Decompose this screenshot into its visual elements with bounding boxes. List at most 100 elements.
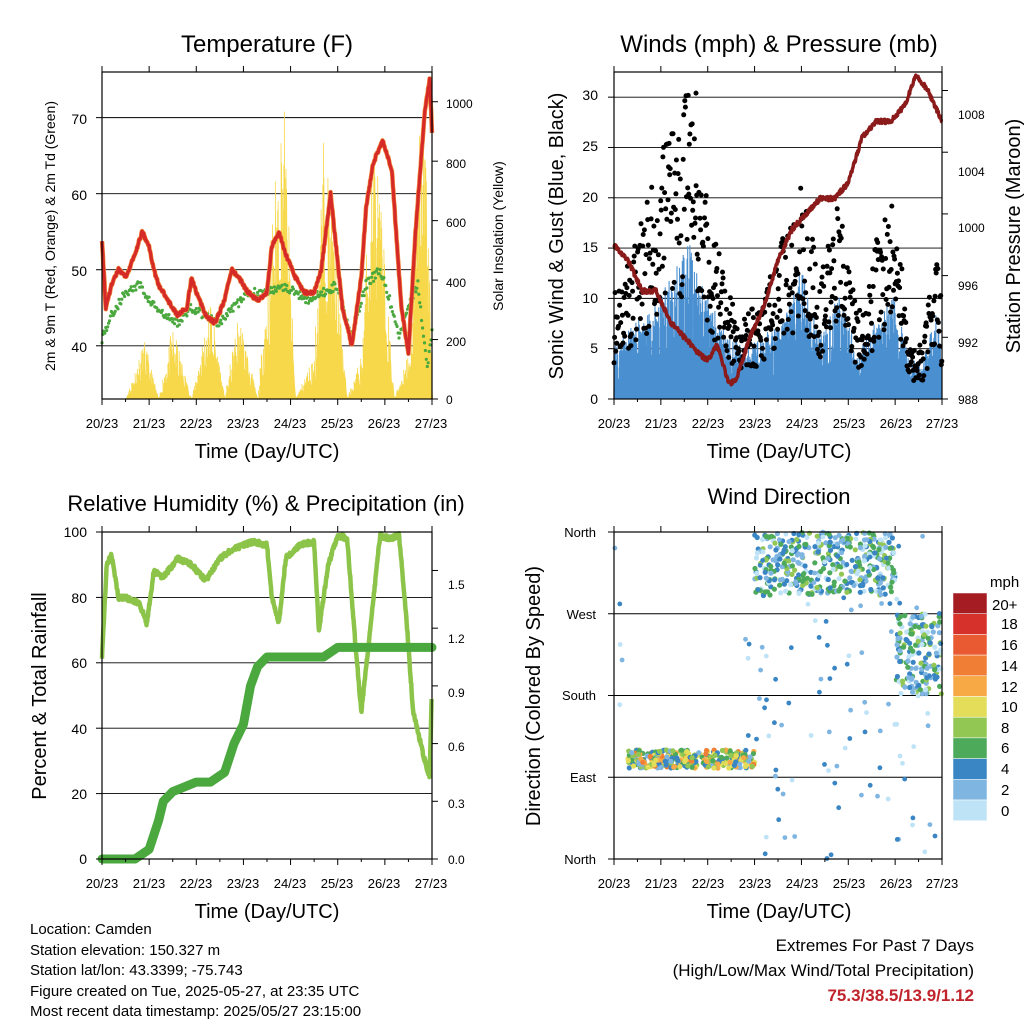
- direction-point: [936, 630, 943, 636]
- gust-point: [703, 193, 709, 199]
- direction-point: [919, 637, 925, 644]
- gust-point: [776, 296, 782, 302]
- dewpoint-point: [272, 285, 277, 289]
- winds-right-tick: 1008: [958, 108, 985, 122]
- direction-point: [629, 750, 635, 756]
- gust-point: [759, 345, 765, 351]
- direction-point: [897, 621, 903, 627]
- gust-point: [842, 306, 847, 312]
- direction-point: [689, 764, 695, 770]
- gust-point: [933, 270, 939, 276]
- direction-point: [879, 601, 884, 606]
- direction-point: [754, 736, 759, 742]
- gust-point: [833, 318, 839, 324]
- dewpoint-point: [320, 290, 324, 294]
- direction-point: [778, 590, 784, 596]
- direction-point: [763, 533, 769, 540]
- gust-point: [920, 356, 926, 362]
- direction-point: [911, 744, 917, 749]
- gust-point: [774, 314, 780, 320]
- direction-point: [827, 539, 833, 545]
- gust-point: [742, 336, 748, 342]
- direction-point: [684, 749, 690, 755]
- gust-point: [699, 288, 705, 294]
- winds-left-tick: 0: [590, 391, 598, 407]
- temperature-right-tick: 1000: [446, 97, 473, 111]
- dewpoint-point: [393, 320, 397, 324]
- gust-point: [851, 325, 857, 331]
- gust-point: [775, 326, 781, 332]
- gust-point: [657, 231, 663, 237]
- dewpoint-point: [274, 289, 278, 293]
- humidity-x-tick: 26/23: [368, 876, 401, 891]
- gust-point: [777, 308, 783, 314]
- gust-point: [881, 327, 887, 333]
- legend-label: 0: [1001, 803, 1009, 820]
- gust-point: [621, 295, 627, 300]
- gust-point: [797, 249, 803, 255]
- humidity-right-tick: 1.2: [448, 632, 465, 646]
- direction-point: [889, 579, 895, 585]
- humidity-title: Relative Humidity (%) & Precipitation (i…: [67, 491, 464, 516]
- direction-point: [767, 544, 773, 550]
- gust-point: [848, 348, 854, 354]
- gust-point: [622, 333, 628, 339]
- dewpoint-point: [424, 357, 428, 361]
- gust-point: [813, 324, 819, 330]
- direction-point: [763, 575, 769, 581]
- direction-point: [635, 751, 642, 758]
- direction-point: [897, 753, 903, 759]
- dewpoint-point: [387, 297, 391, 301]
- gust-point: [654, 218, 660, 224]
- gust-point: [818, 342, 824, 348]
- gust-point: [903, 336, 909, 342]
- gust-point: [866, 311, 872, 317]
- humidity-x-tick: 24/23: [274, 876, 307, 891]
- gust-point: [722, 288, 728, 294]
- direction-point: [668, 758, 674, 764]
- direction-point: [796, 532, 802, 538]
- direction-point: [915, 638, 921, 644]
- gust-point: [727, 295, 733, 301]
- direction-point: [826, 531, 832, 537]
- direction-point: [757, 562, 763, 568]
- direction-point: [841, 595, 847, 601]
- gust-point: [676, 136, 682, 142]
- direction-point: [743, 636, 748, 642]
- gust-point: [619, 312, 625, 318]
- direction-point: [885, 796, 891, 802]
- gust-point: [673, 191, 679, 197]
- direction-point: [796, 572, 801, 578]
- direction-point: [925, 635, 931, 641]
- dewpoint-point: [108, 314, 113, 318]
- direction-point: [842, 578, 848, 584]
- gust-point: [772, 336, 778, 342]
- direction-point: [923, 623, 929, 629]
- temperature-panel: Temperature (F) Time (Day/UTC) 2m & 9m T…: [42, 31, 506, 463]
- gust-point: [830, 236, 836, 242]
- winds-ylabel-right: Station Pressure (Maroon): [1003, 119, 1024, 354]
- winds-x-tick: 22/23: [692, 416, 725, 431]
- humidity-right-tick: 0.3: [448, 797, 465, 811]
- direction-point: [905, 658, 911, 664]
- dewpoint-point: [428, 343, 432, 347]
- dewpoint-point: [421, 326, 425, 330]
- wind-direction-ylabel: Direction (Colored By Speed): [523, 566, 545, 826]
- direction-point: [906, 654, 912, 660]
- solar-insolation-series: [120, 111, 434, 401]
- dewpoint-point: [129, 285, 133, 289]
- direction-point: [645, 764, 651, 770]
- dewpoint-point: [147, 295, 151, 299]
- direction-point: [858, 603, 863, 609]
- gust-point: [698, 227, 704, 233]
- gust-point: [935, 320, 941, 325]
- direction-point: [812, 618, 818, 624]
- winds-x-tick: 27/23: [926, 416, 959, 431]
- latest-data-timestamp: Most recent data timestamp: 2025/05/27 2…: [30, 1003, 362, 1020]
- gust-point: [815, 346, 820, 352]
- direction-point: [823, 619, 829, 624]
- direction-point: [731, 762, 738, 769]
- direction-point: [727, 748, 733, 755]
- direction-point: [760, 558, 765, 563]
- dewpoint-point: [390, 310, 394, 314]
